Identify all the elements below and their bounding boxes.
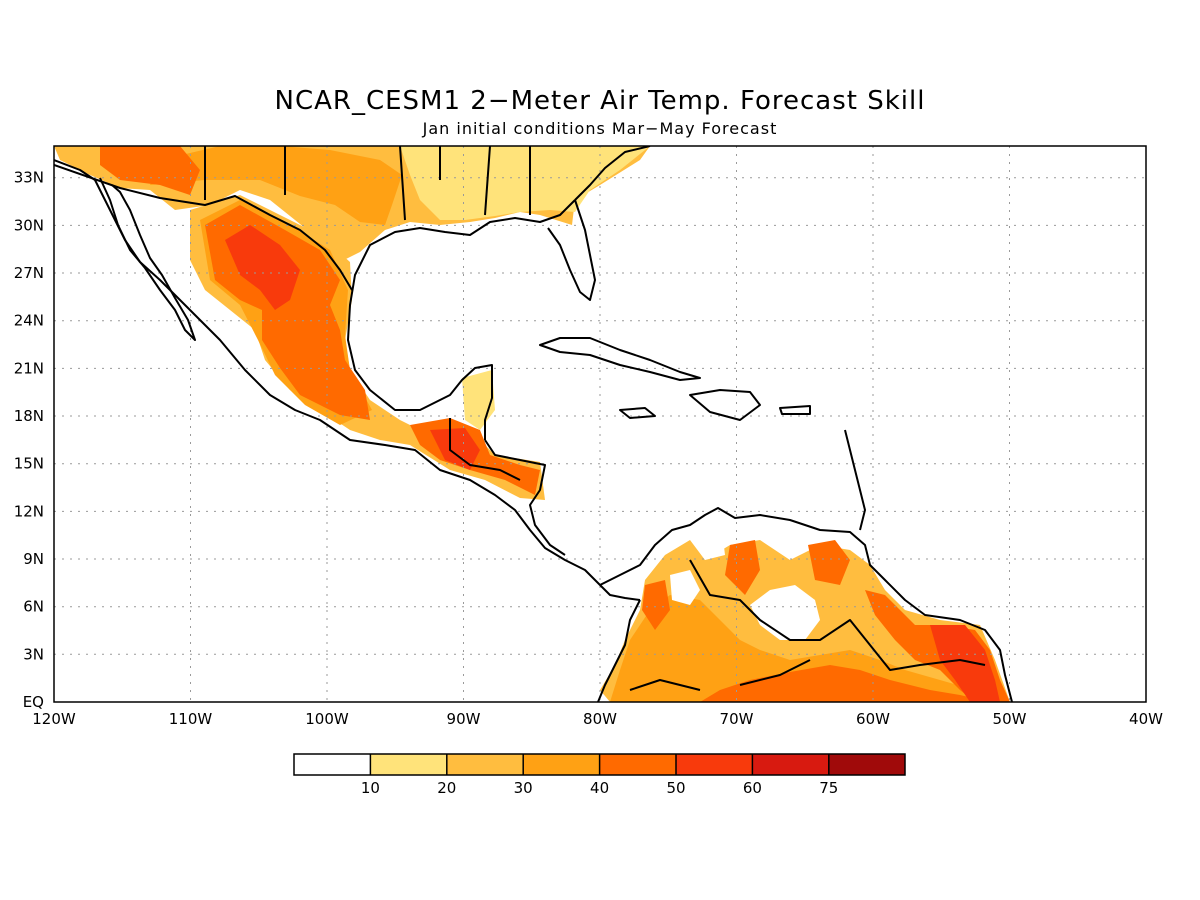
colorbar-swatch (599, 754, 676, 775)
y-tick-label: 30N (14, 216, 44, 234)
border-us-mexico (54, 164, 353, 291)
colorbar: 10 20 30 40 50 60 75 (293, 753, 906, 797)
colorbar-label: 40 (590, 779, 609, 797)
gridlines (54, 146, 1146, 702)
chart-subtitle: Jan initial conditions Mar−May Forecast (422, 119, 778, 138)
y-tick-label: 9N (23, 550, 44, 568)
skill-region-mexico-hot (225, 225, 300, 310)
x-tick-label: 100W (305, 710, 349, 728)
colorbar-label: 10 (361, 779, 380, 797)
y-tick-label: 12N (14, 502, 44, 520)
skill-region-guyana-spot (808, 540, 850, 585)
skill-region-guatemala-hot (430, 428, 480, 470)
colorbar-swatch (676, 754, 753, 775)
island-cuba (539, 337, 701, 381)
colorbar-swatch (828, 754, 906, 775)
skill-region-texas (150, 146, 402, 225)
coast-south-america-north (599, 507, 1013, 702)
island-hispaniola (689, 389, 761, 421)
colorbar-swatch (446, 754, 524, 775)
y-tick-label: 24N (14, 312, 44, 330)
islands-lesser-antilles (844, 429, 866, 531)
skill-region-usa-south-light (400, 146, 650, 220)
y-tick-label: 33N (14, 169, 44, 187)
coast-baja (99, 177, 196, 341)
colorbar-swatch (752, 754, 829, 775)
x-tick-label: 110W (169, 710, 213, 728)
x-axis-ticks: 120W 110W 100W 90W 80W 70W 60W 50W 40W (32, 710, 1163, 728)
coast-florida (547, 199, 596, 301)
y-tick-label: 27N (14, 264, 44, 282)
colorbar-label: 30 (514, 779, 533, 797)
skill-region-venezuela-red (725, 540, 760, 595)
coast-caribbean-central (484, 439, 566, 556)
skill-region-amazon (610, 595, 1000, 702)
coast-atlantic-us (574, 146, 651, 201)
skill-region-sonora (100, 146, 200, 195)
colorbar-label: 75 (819, 779, 838, 797)
x-tick-label: 60W (856, 710, 890, 728)
coast-gulf (347, 199, 576, 440)
skill-region-colombia-red (642, 580, 670, 630)
x-tick-label: 90W (447, 710, 481, 728)
border-central-america (449, 418, 521, 481)
coastlines (54, 146, 1013, 702)
y-tick-label: EQ (23, 693, 44, 711)
x-tick-label: 80W (583, 710, 617, 728)
skill-gap-venezuela (750, 585, 820, 640)
y-tick-label: 3N (23, 645, 44, 663)
skill-gap-maracaibo (700, 530, 725, 560)
border-us-states (204, 146, 531, 221)
island-puerto-rico (779, 405, 811, 415)
chart-title: NCAR_CESM1 2−Meter Air Temp. Forecast Sk… (274, 86, 926, 116)
skill-region-yucatan (462, 370, 495, 430)
coast-south-america-pacific (597, 599, 641, 702)
border-south-america (629, 559, 986, 691)
y-axis-ticks: EQ 3N 6N 9N 12N 15N 18N 21N 24N 27N 30N … (14, 169, 44, 711)
y-tick-label: 6N (23, 598, 44, 616)
y-tick-label: 15N (14, 455, 44, 473)
x-tick-label: 50W (993, 710, 1027, 728)
colorbar-label: 50 (666, 779, 685, 797)
y-tick-label: 18N (14, 407, 44, 425)
x-tick-label: 40W (1129, 710, 1163, 728)
y-tick-label: 21N (14, 359, 44, 377)
skill-gap-colombia (670, 570, 700, 605)
colorbar-swatch (370, 754, 447, 775)
x-tick-label: 70W (720, 710, 754, 728)
colorbar-swatch (294, 754, 371, 775)
colorbar-label: 60 (743, 779, 762, 797)
x-tick-label: 120W (32, 710, 76, 728)
skill-fill-layer (54, 146, 1010, 702)
skill-region-amazon-red (700, 665, 990, 702)
skill-region-amapa (930, 625, 1000, 702)
colorbar-swatch (523, 754, 600, 775)
colorbar-label: 20 (437, 779, 456, 797)
plot-frame (53, 145, 1147, 703)
island-jamaica (619, 407, 656, 419)
